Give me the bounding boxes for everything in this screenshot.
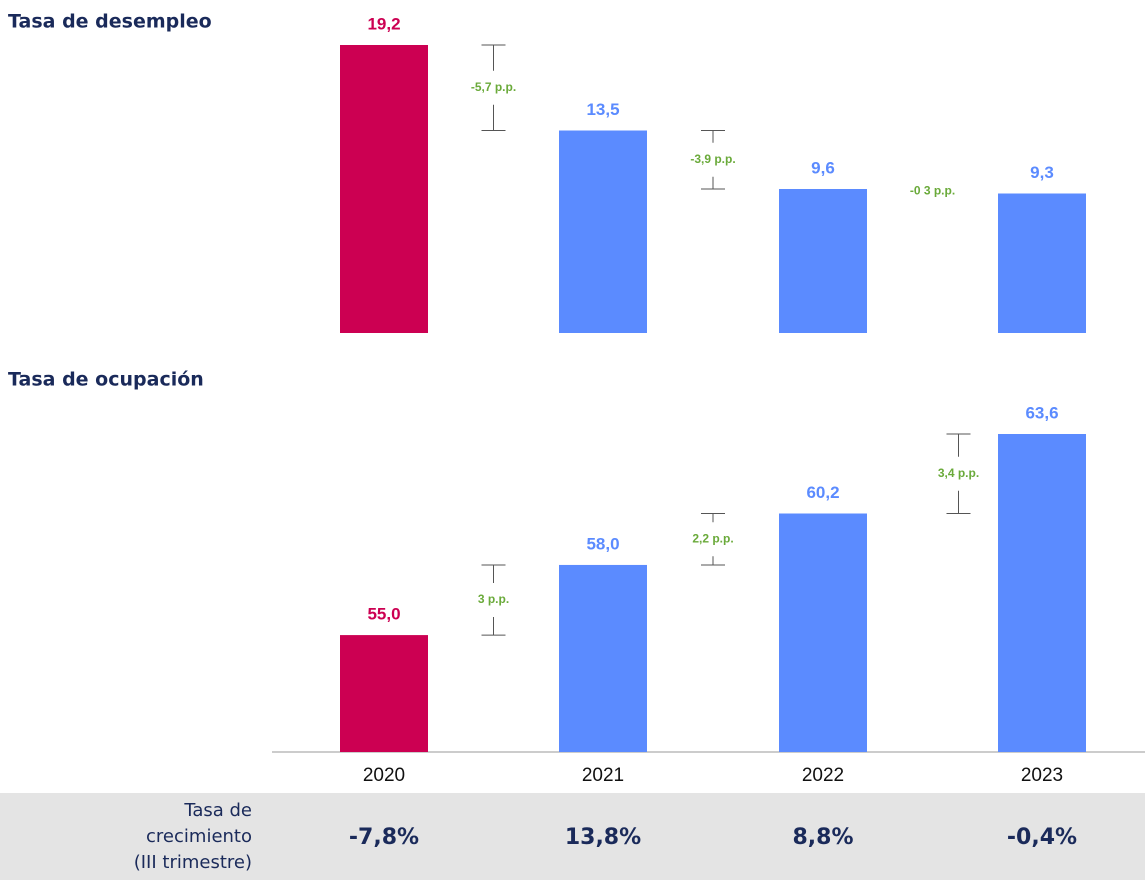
annotation: 3 p.p. <box>478 592 509 606</box>
bar <box>559 564 647 752</box>
bar <box>998 193 1086 333</box>
table-value: 8,8% <box>792 825 853 850</box>
chart-title: Tasa de desempleo <box>8 11 212 33</box>
value-label: 55,0 <box>367 605 400 624</box>
x-tick-label: 2022 <box>802 765 844 786</box>
table-value: -0,4% <box>1007 825 1077 850</box>
table-label: crecimiento <box>146 826 252 847</box>
annotation: -0 3 p.p. <box>910 183 955 197</box>
bar <box>340 635 428 752</box>
value-label: 13,5 <box>586 100 619 119</box>
annotation: -3,9 p.p. <box>690 152 735 166</box>
bar <box>340 45 428 333</box>
bar <box>998 434 1086 752</box>
x-tick-label: 2020 <box>363 765 405 786</box>
value-label: 9,6 <box>811 158 835 177</box>
annotation: -5,7 p.p. <box>471 80 516 94</box>
annotation: 3,4 p.p. <box>938 466 979 480</box>
value-label: 19,2 <box>367 14 400 33</box>
value-label: 60,2 <box>806 483 839 502</box>
table-label: Tasa de <box>183 800 252 821</box>
table-band <box>0 793 1145 880</box>
table-label: (III trimestre) <box>134 852 252 873</box>
x-tick-label: 2023 <box>1021 765 1063 786</box>
bar <box>559 130 647 333</box>
value-label: 9,3 <box>1030 163 1054 182</box>
x-tick-label: 2021 <box>582 765 624 786</box>
value-label: 58,0 <box>586 534 619 553</box>
chart-title: Tasa de ocupación <box>8 369 204 391</box>
value-label: 63,6 <box>1025 403 1058 422</box>
bar <box>779 513 867 752</box>
table-value: -7,8% <box>349 825 419 850</box>
bar <box>779 189 867 333</box>
table-value: 13,8% <box>565 825 641 850</box>
annotation: 2,2 p.p. <box>692 531 733 545</box>
